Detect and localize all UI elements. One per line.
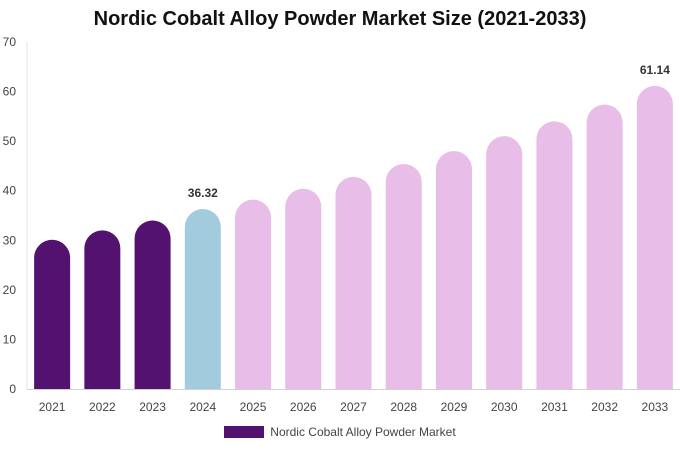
legend-label: Nordic Cobalt Alloy Powder Market	[270, 425, 456, 439]
y-tick-label: 10	[3, 332, 17, 346]
x-tick-label: 2026	[290, 400, 317, 414]
data-labels: 36.32 61.14	[188, 63, 670, 200]
legend: Nordic Cobalt Alloy Powder Market	[0, 425, 680, 439]
data-label: 36.32	[188, 186, 218, 200]
y-tick-label: 20	[3, 283, 17, 297]
x-tick-label: 2030	[491, 400, 518, 414]
bar	[335, 176, 372, 389]
x-tick-label: 2021	[39, 400, 66, 414]
bar	[586, 104, 623, 390]
bar	[285, 188, 322, 389]
bars	[34, 85, 673, 390]
x-axis-ticks: 2021 2022 2023 2024 2025 2026 2027 2028 2029 2030…	[39, 400, 669, 414]
x-tick-label: 2029	[441, 400, 468, 414]
x-tick-label: 2023	[139, 400, 166, 414]
y-tick-label: 60	[3, 85, 17, 99]
chart-title: Nordic Cobalt Alloy Powder Market Size (…	[93, 8, 587, 30]
x-tick-label: 2025	[240, 400, 267, 414]
bar	[134, 220, 171, 389]
x-tick-label: 2033	[642, 400, 669, 414]
bar	[84, 230, 121, 389]
y-tick-label: 0	[9, 382, 16, 396]
x-tick-label: 2027	[340, 400, 367, 414]
x-tick-label: 2022	[89, 400, 116, 414]
bar	[636, 85, 673, 389]
y-tick-label: 40	[3, 184, 17, 198]
legend-swatch	[224, 426, 265, 438]
bar	[385, 163, 422, 389]
y-axis-ticks: 0 10 20 30 40 50 60 70	[3, 35, 17, 396]
y-tick-label: 70	[3, 35, 17, 49]
x-tick-label: 2031	[541, 400, 568, 414]
bar	[34, 239, 71, 389]
y-tick-label: 50	[3, 134, 17, 148]
x-tick-label: 2032	[591, 400, 618, 414]
bar	[184, 208, 221, 389]
y-tick-label: 30	[3, 233, 17, 247]
bar	[486, 136, 523, 389]
x-tick-label: 2028	[390, 400, 417, 414]
data-label: 61.14	[640, 63, 670, 77]
bar	[536, 121, 573, 390]
bar	[235, 199, 272, 389]
x-tick-label: 2024	[189, 400, 216, 414]
bar	[435, 151, 472, 389]
